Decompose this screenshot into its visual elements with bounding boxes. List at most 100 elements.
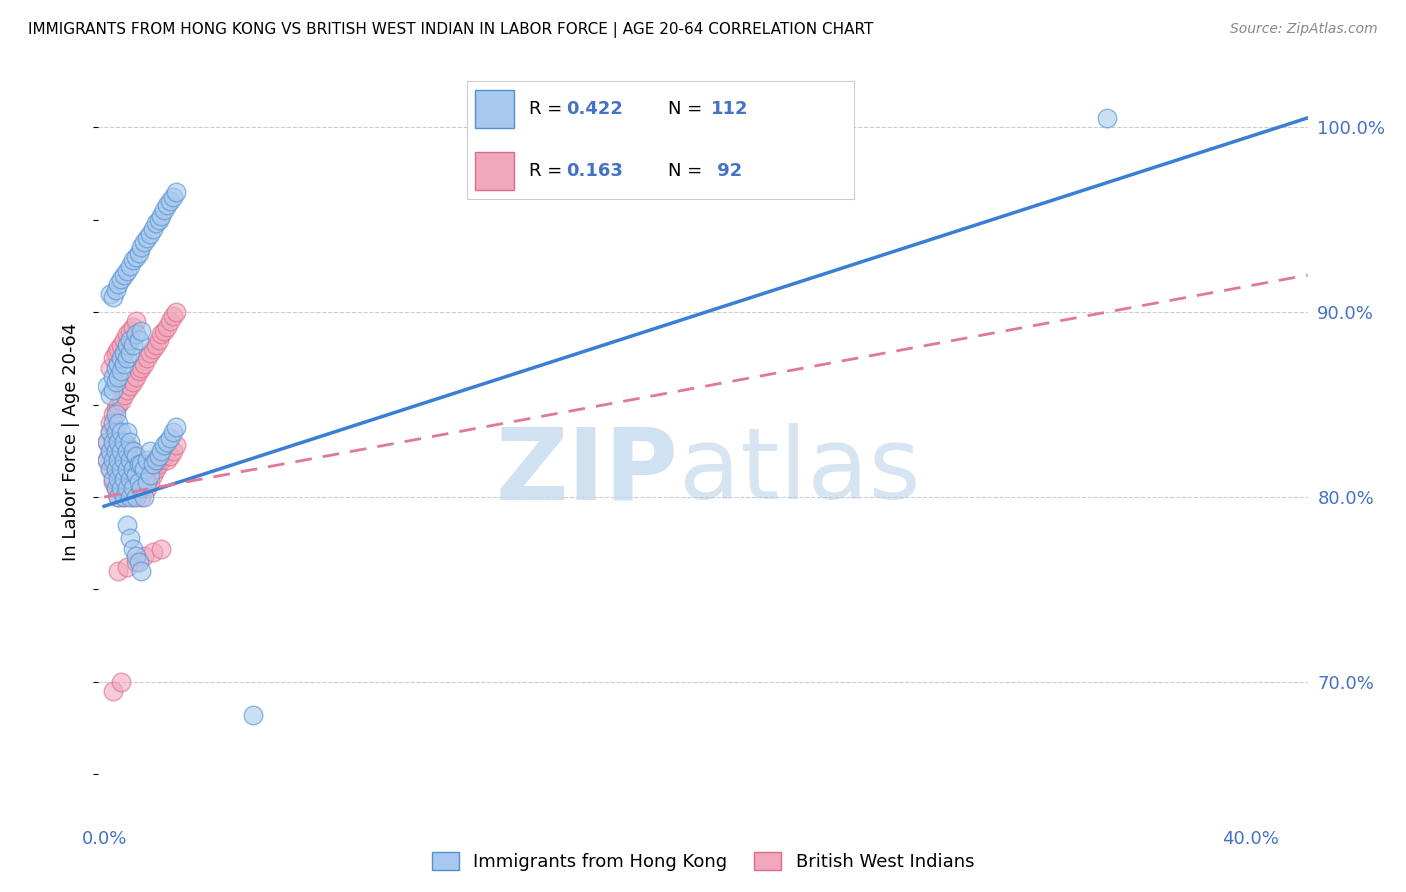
Point	[118, 333, 141, 347]
Point	[112, 345, 135, 359]
Point	[128, 481, 150, 495]
Point	[118, 434, 141, 449]
Point	[159, 194, 181, 208]
Point	[104, 283, 127, 297]
Point	[110, 364, 132, 378]
Point	[128, 555, 150, 569]
Point	[118, 443, 141, 458]
Point	[139, 467, 162, 482]
Text: IMMIGRANTS FROM HONG KONG VS BRITISH WEST INDIAN IN LABOR FORCE | AGE 20-64 CORR: IMMIGRANTS FROM HONG KONG VS BRITISH WES…	[28, 22, 873, 38]
Point	[115, 457, 138, 471]
Point	[118, 259, 141, 273]
Point	[115, 338, 138, 352]
Point	[145, 453, 167, 467]
Point	[153, 203, 176, 218]
Point	[128, 475, 150, 490]
Point	[156, 319, 179, 334]
Point	[139, 457, 162, 471]
Point	[115, 327, 138, 342]
Point	[96, 453, 118, 467]
Point	[101, 416, 124, 430]
Point	[101, 453, 124, 467]
Point	[107, 490, 129, 504]
Point	[115, 438, 138, 452]
Point	[148, 212, 170, 227]
Point	[115, 425, 138, 440]
Point	[148, 333, 170, 347]
Point	[159, 314, 181, 328]
Point	[101, 369, 124, 384]
Point	[107, 471, 129, 485]
Point	[110, 443, 132, 458]
Point	[150, 209, 173, 223]
Point	[124, 327, 146, 342]
Point	[131, 457, 153, 471]
Point	[131, 490, 153, 504]
Point	[136, 475, 159, 490]
Point	[124, 549, 146, 564]
Point	[98, 462, 121, 476]
Point	[112, 434, 135, 449]
Point	[118, 471, 141, 485]
Point	[118, 462, 141, 476]
Point	[136, 231, 159, 245]
Point	[165, 185, 187, 199]
Point	[104, 443, 127, 458]
Point	[104, 462, 127, 476]
Point	[124, 555, 146, 569]
Point	[139, 345, 162, 359]
Point	[153, 324, 176, 338]
Point	[110, 443, 132, 458]
Point	[165, 305, 187, 319]
Point	[148, 450, 170, 464]
Point	[115, 383, 138, 397]
Point	[165, 438, 187, 452]
Point	[124, 450, 146, 464]
Point	[131, 481, 153, 495]
Point	[165, 419, 187, 434]
Point	[159, 450, 181, 464]
Point	[110, 481, 132, 495]
Point	[118, 453, 141, 467]
Point	[107, 357, 129, 371]
Point	[101, 434, 124, 449]
Point	[98, 425, 121, 440]
Point	[121, 443, 143, 458]
Point	[121, 467, 143, 482]
Point	[121, 481, 143, 495]
Point	[104, 481, 127, 495]
Point	[134, 475, 156, 490]
Point	[112, 357, 135, 371]
Point	[118, 481, 141, 495]
Point	[98, 462, 121, 476]
Point	[101, 457, 124, 471]
Point	[104, 360, 127, 375]
Point	[121, 253, 143, 268]
Point	[107, 434, 129, 449]
Point	[118, 531, 141, 545]
Point	[121, 319, 143, 334]
Point	[107, 434, 129, 449]
Point	[142, 342, 165, 356]
Legend: Immigrants from Hong Kong, British West Indians: Immigrants from Hong Kong, British West …	[425, 845, 981, 879]
Point	[136, 453, 159, 467]
Point	[101, 438, 124, 452]
Point	[110, 462, 132, 476]
Point	[96, 434, 118, 449]
Point	[107, 453, 129, 467]
Point	[101, 407, 124, 421]
Point	[131, 564, 153, 578]
Point	[124, 475, 146, 490]
Point	[124, 314, 146, 328]
Point	[156, 453, 179, 467]
Point	[162, 190, 184, 204]
Point	[150, 453, 173, 467]
Point	[101, 290, 124, 304]
Point	[128, 457, 150, 471]
Point	[98, 360, 121, 375]
Point	[139, 227, 162, 242]
Point	[124, 457, 146, 471]
Text: ZIP: ZIP	[496, 424, 679, 520]
Point	[134, 549, 156, 564]
Point	[107, 398, 129, 412]
